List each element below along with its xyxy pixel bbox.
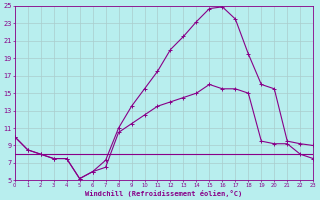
X-axis label: Windchill (Refroidissement éolien,°C): Windchill (Refroidissement éolien,°C) [85, 190, 243, 197]
